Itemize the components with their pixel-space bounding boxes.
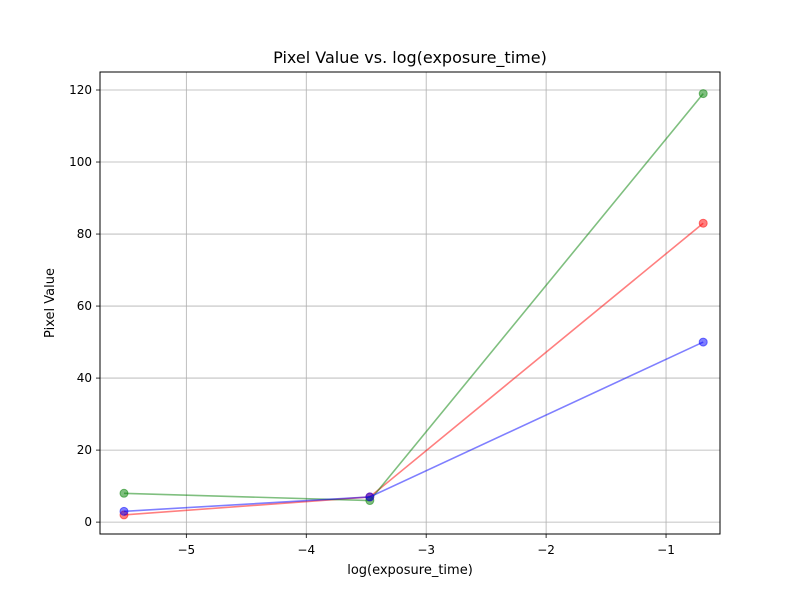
x-tick-label: −4 <box>297 543 315 557</box>
ticks: −5 −4 −3 −2 −1 0 20 40 60 80 100 120 <box>69 83 675 557</box>
y-tick-label: 80 <box>77 227 92 241</box>
y-tick-label: 0 <box>84 515 92 529</box>
data-point <box>119 506 129 516</box>
grid <box>100 72 720 534</box>
y-tick-label: 120 <box>69 83 92 97</box>
y-tick-label: 20 <box>77 443 92 457</box>
x-tick-label: −5 <box>177 543 195 557</box>
data-point <box>698 337 708 347</box>
series-group <box>119 89 708 520</box>
x-tick-label: −1 <box>657 543 675 557</box>
chart-title: Pixel Value vs. log(exposure_time) <box>273 48 547 68</box>
y-tick-label: 100 <box>69 155 92 169</box>
data-point <box>698 218 708 228</box>
y-tick-label: 40 <box>77 371 92 385</box>
y-tick-label: 60 <box>77 299 92 313</box>
x-tick-label: −2 <box>537 543 555 557</box>
y-axis-label: Pixel Value <box>43 268 58 338</box>
x-axis-label: log(exposure_time) <box>347 563 473 578</box>
plot-frame <box>99 71 721 535</box>
data-point <box>698 89 708 99</box>
x-tick-label: −3 <box>417 543 435 557</box>
data-point <box>365 492 375 502</box>
data-point <box>119 488 129 498</box>
